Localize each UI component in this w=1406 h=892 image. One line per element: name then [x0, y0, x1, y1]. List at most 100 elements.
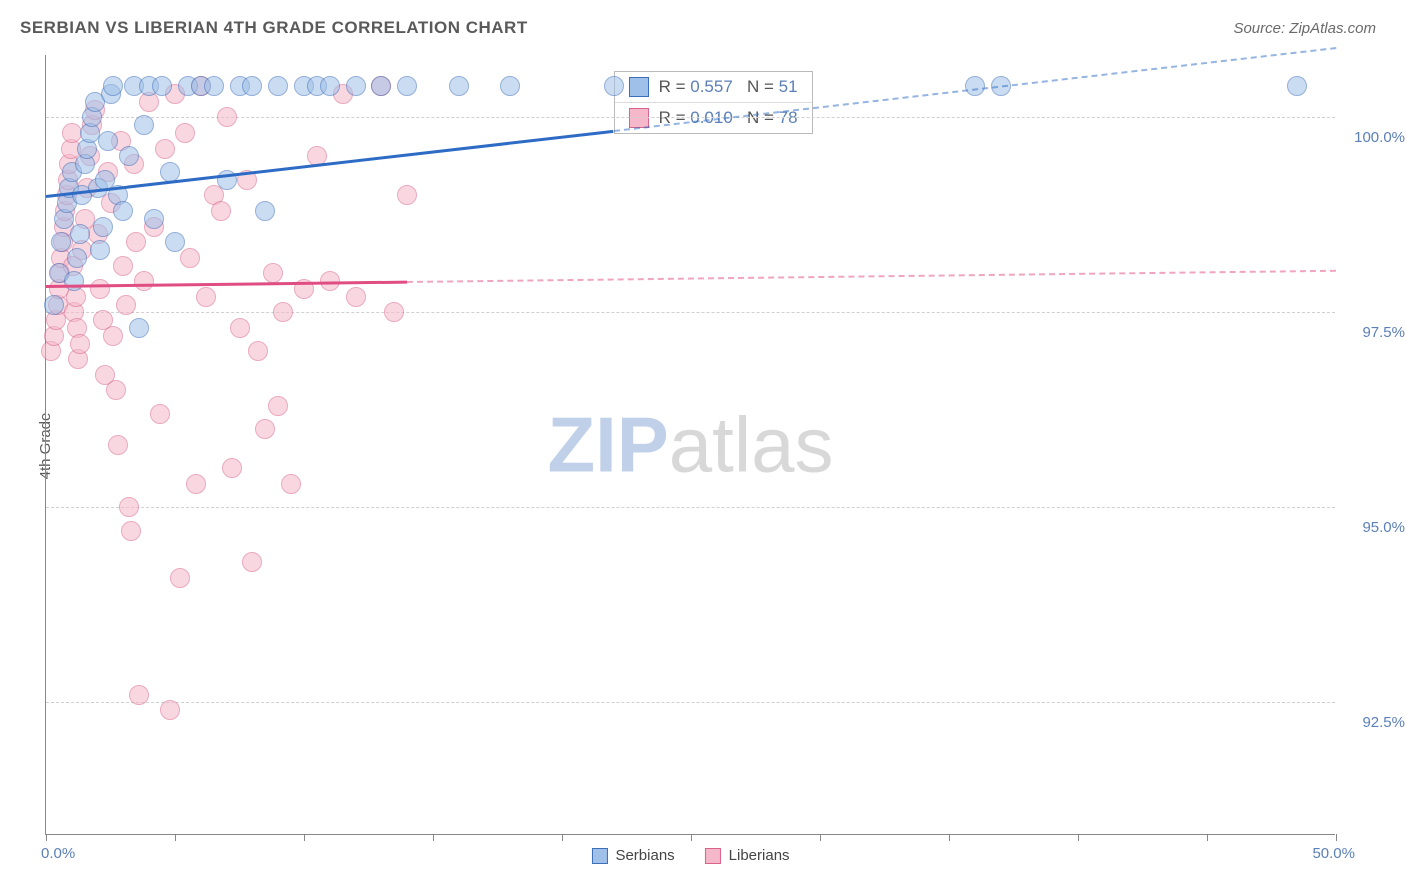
scatter-point — [180, 248, 200, 268]
x-tick — [691, 834, 692, 841]
scatter-point — [129, 318, 149, 338]
scatter-point — [62, 123, 82, 143]
y-tick-label: 97.5% — [1362, 324, 1405, 341]
scatter-point — [371, 76, 391, 96]
scatter-point — [211, 201, 231, 221]
x-tick — [562, 834, 563, 841]
series-legend: Serbians Liberians — [591, 847, 789, 864]
scatter-point — [152, 76, 172, 96]
x-tick-label: 0.0% — [41, 845, 75, 862]
gridline — [46, 312, 1335, 313]
scatter-point — [90, 240, 110, 260]
scatter-point — [116, 295, 136, 315]
scatter-point — [255, 419, 275, 439]
legend-item: Serbians — [591, 847, 674, 864]
x-tick — [304, 834, 305, 841]
y-tick-label: 95.0% — [1362, 519, 1405, 536]
scatter-point — [1287, 76, 1307, 96]
y-tick-label: 100.0% — [1354, 129, 1405, 146]
scatter-point — [51, 232, 71, 252]
scatter-point — [263, 263, 283, 283]
x-tick — [175, 834, 176, 841]
x-tick-label: 50.0% — [1312, 845, 1355, 862]
scatter-point — [44, 295, 64, 315]
legend-stats: R = 0.557 N = 51 — [659, 77, 798, 97]
scatter-point — [113, 201, 133, 221]
scatter-point — [134, 271, 154, 291]
scatter-point — [93, 217, 113, 237]
scatter-point — [70, 224, 90, 244]
scatter-point — [165, 232, 185, 252]
x-tick — [1078, 834, 1079, 841]
source-attribution: Source: ZipAtlas.com — [1233, 20, 1376, 37]
scatter-point — [346, 287, 366, 307]
scatter-point — [217, 107, 237, 127]
scatter-point — [134, 115, 154, 135]
scatter-point — [129, 685, 149, 705]
chart-title: SERBIAN VS LIBERIAN 4TH GRADE CORRELATIO… — [20, 18, 528, 38]
scatter-point — [204, 76, 224, 96]
scatter-point — [248, 341, 268, 361]
legend-swatch — [705, 848, 721, 864]
scatter-point — [103, 76, 123, 96]
legend-swatch — [629, 77, 649, 97]
x-tick — [433, 834, 434, 841]
scatter-point — [397, 76, 417, 96]
scatter-point — [268, 396, 288, 416]
scatter-point — [119, 146, 139, 166]
scatter-point — [449, 76, 469, 96]
trend-line — [407, 269, 1336, 282]
scatter-point — [121, 521, 141, 541]
legend-label: Liberians — [729, 847, 790, 864]
x-tick — [1336, 834, 1337, 841]
scatter-point — [64, 271, 84, 291]
scatter-point — [965, 76, 985, 96]
y-tick-label: 92.5% — [1362, 714, 1405, 731]
scatter-point — [273, 302, 293, 322]
legend-row: R = 0.557 N = 51 — [615, 72, 812, 102]
scatter-point — [268, 76, 288, 96]
scatter-point — [98, 131, 118, 151]
plot-area: ZIPatlas R = 0.557 N = 51R = 0.010 N = 7… — [45, 55, 1335, 835]
scatter-point — [320, 76, 340, 96]
scatter-point — [144, 209, 164, 229]
x-tick — [820, 834, 821, 841]
scatter-point — [70, 334, 90, 354]
scatter-point — [103, 326, 123, 346]
correlation-legend: R = 0.557 N = 51R = 0.010 N = 78 — [614, 71, 813, 134]
legend-item: Liberians — [705, 847, 790, 864]
scatter-point — [242, 552, 262, 572]
legend-swatch — [591, 848, 607, 864]
scatter-point — [397, 185, 417, 205]
scatter-point — [222, 458, 242, 478]
watermark: ZIPatlas — [547, 399, 833, 490]
scatter-point — [604, 76, 624, 96]
scatter-point — [500, 76, 520, 96]
scatter-point — [106, 380, 126, 400]
scatter-point — [346, 76, 366, 96]
scatter-point — [281, 474, 301, 494]
scatter-point — [113, 256, 133, 276]
scatter-point — [175, 123, 195, 143]
scatter-point — [170, 568, 190, 588]
scatter-point — [242, 76, 262, 96]
x-tick — [1207, 834, 1208, 841]
scatter-point — [186, 474, 206, 494]
scatter-point — [90, 279, 110, 299]
scatter-point — [119, 497, 139, 517]
gridline — [46, 117, 1335, 118]
gridline — [46, 702, 1335, 703]
scatter-point — [384, 302, 404, 322]
legend-label: Serbians — [615, 847, 674, 864]
scatter-point — [196, 287, 216, 307]
scatter-point — [255, 201, 275, 221]
scatter-point — [67, 248, 87, 268]
scatter-point — [155, 139, 175, 159]
x-tick — [949, 834, 950, 841]
scatter-point — [160, 700, 180, 720]
scatter-point — [150, 404, 170, 424]
gridline — [46, 507, 1335, 508]
scatter-point — [230, 318, 250, 338]
x-tick — [46, 834, 47, 841]
scatter-point — [108, 435, 128, 455]
